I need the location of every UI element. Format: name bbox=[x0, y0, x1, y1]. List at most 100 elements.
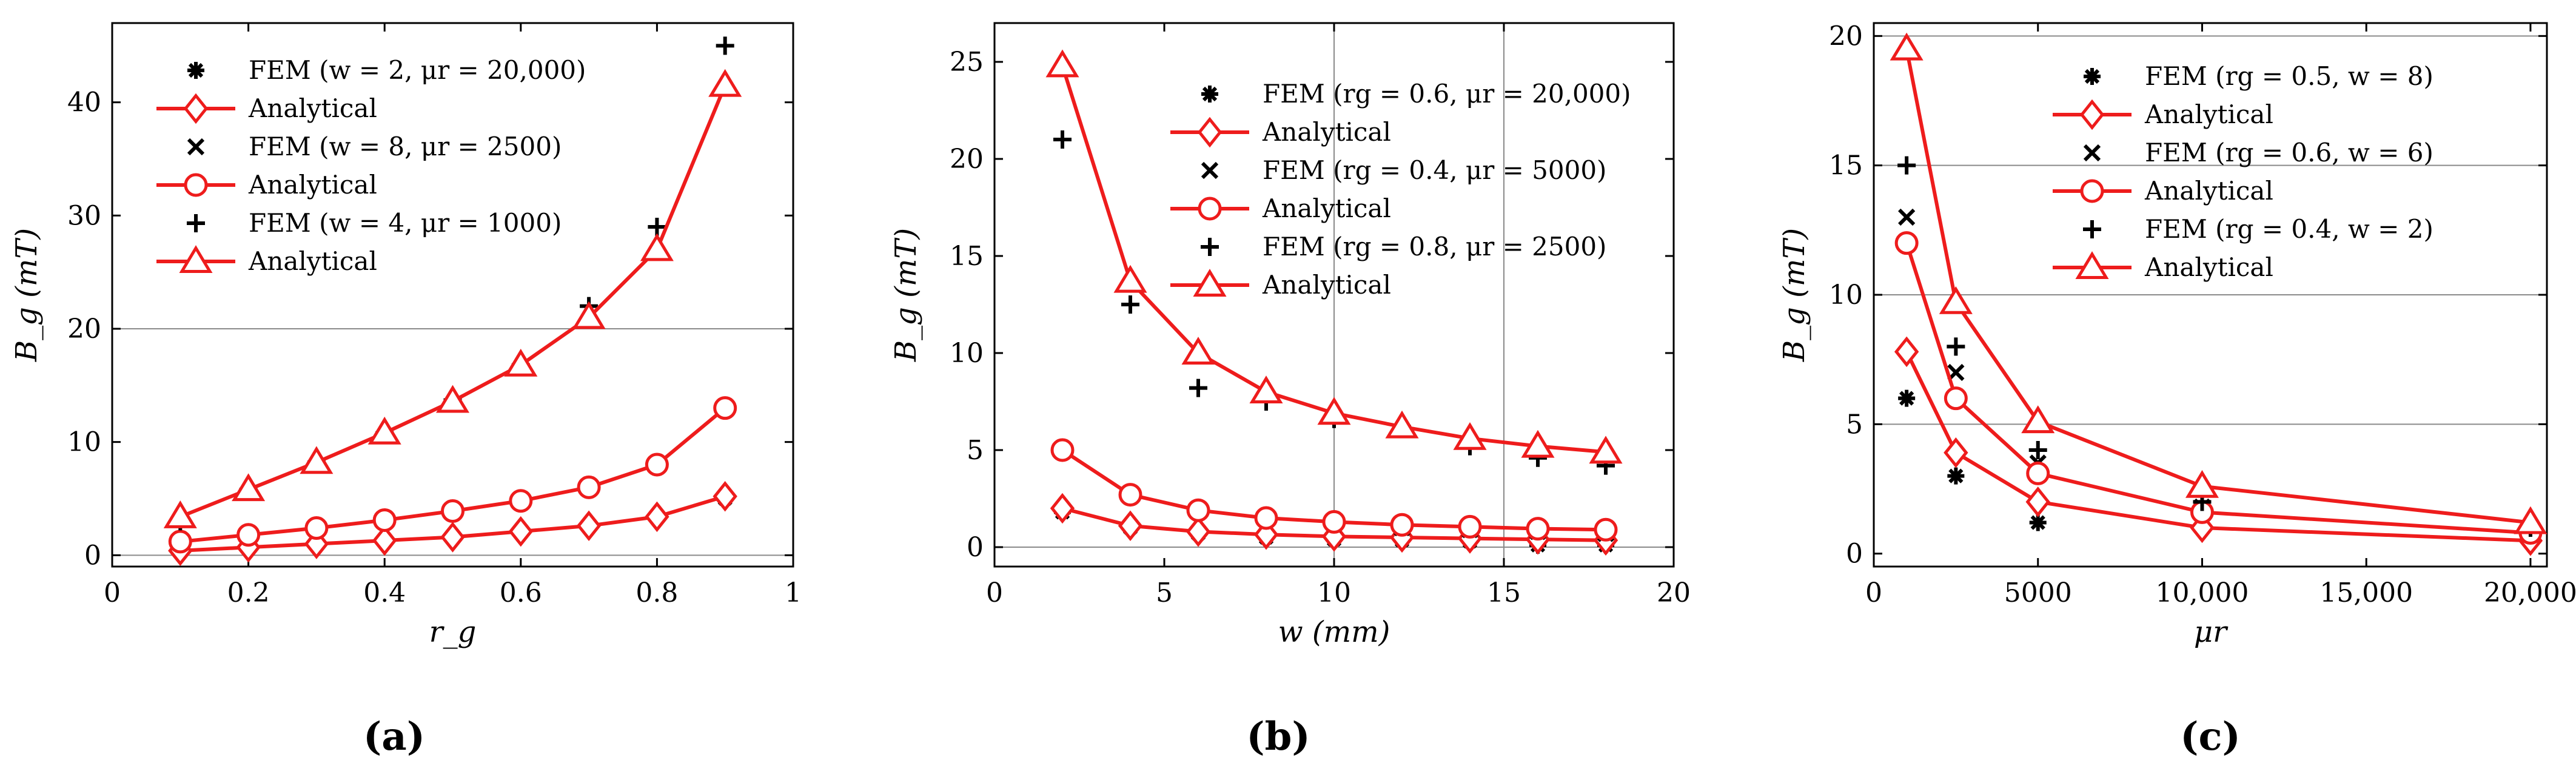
legend-entry: FEM (rg = 0.6, w = 6) bbox=[2145, 138, 2433, 167]
data-point bbox=[1322, 510, 1346, 534]
x-tick-label: 10 bbox=[1317, 577, 1351, 608]
panel-c: 0 5000 10,000 15,000 20,000 0 5 10 15 20 μr B_g (mT… bbox=[1777, 21, 2576, 759]
panel-label: (c) bbox=[2180, 714, 2241, 759]
axes-box bbox=[111, 22, 794, 568]
legend-entry: FEM (rg = 0.5, w = 8) bbox=[2145, 61, 2433, 91]
y-tick-label: 25 bbox=[950, 47, 984, 78]
legend-entry: Analytical bbox=[2144, 252, 2273, 282]
legend-marker bbox=[187, 62, 204, 79]
x-tick-label: 5 bbox=[1156, 577, 1173, 608]
data-point bbox=[1254, 506, 1278, 530]
legend-entry: Analytical bbox=[2144, 176, 2273, 206]
legend-marker bbox=[1193, 269, 1227, 297]
legend-marker bbox=[2080, 179, 2104, 203]
y-axis-label: B_g (mT) bbox=[10, 228, 44, 362]
data-point bbox=[2021, 405, 2055, 434]
data-point bbox=[1385, 410, 1419, 439]
legend-entry: FEM (w = 8, μr = 2500) bbox=[249, 132, 562, 161]
y-tick-label: 10 bbox=[1829, 280, 1863, 311]
y-tick-label: 20 bbox=[67, 314, 101, 345]
data-point bbox=[504, 348, 538, 377]
data-point bbox=[648, 218, 666, 236]
data-point bbox=[163, 500, 197, 528]
legend: FEM (rg = 0.6, μr = 20,000) Analytical FEM… bbox=[1170, 79, 1631, 300]
x-tick-label: 0.6 bbox=[500, 577, 542, 608]
data-point bbox=[713, 396, 737, 420]
data-point bbox=[1944, 437, 1968, 468]
y-tick-label: 5 bbox=[1846, 409, 1863, 440]
y-axis-label: B_g (mT) bbox=[889, 228, 923, 362]
data-point bbox=[1526, 517, 1550, 541]
data-point bbox=[1118, 483, 1142, 507]
series-5 bbox=[1890, 32, 2547, 534]
data-point bbox=[372, 508, 397, 532]
data-point bbox=[1589, 436, 1623, 464]
legend-entry: Analytical bbox=[248, 246, 377, 276]
data-point bbox=[1186, 498, 1210, 522]
data-point bbox=[300, 446, 334, 474]
y-axis-label: B_g (mT) bbox=[1777, 228, 1811, 362]
data-point bbox=[1189, 379, 1207, 397]
data-point bbox=[1458, 514, 1482, 539]
panel-label: (a) bbox=[363, 714, 425, 759]
legend-marker bbox=[2083, 144, 2101, 162]
data-point bbox=[1947, 467, 1965, 485]
data-point bbox=[1045, 49, 1079, 78]
data-point bbox=[1939, 286, 1973, 314]
legend-entry: Analytical bbox=[1262, 117, 1391, 147]
legend-marker bbox=[2083, 220, 2101, 238]
data-point bbox=[1249, 375, 1283, 403]
data-point bbox=[645, 501, 669, 533]
x-tick-label: 0.4 bbox=[363, 577, 406, 608]
x-tick-label: 15 bbox=[1487, 577, 1521, 608]
data-point bbox=[1053, 130, 1072, 149]
legend-entry: FEM (rg = 0.6, μr = 20,000) bbox=[1263, 79, 1631, 109]
data-point bbox=[304, 516, 329, 540]
legend-marker bbox=[1201, 238, 1219, 256]
data-point bbox=[1894, 336, 1919, 368]
data-point bbox=[708, 69, 742, 97]
x-tick-label: 0.8 bbox=[636, 577, 678, 608]
y-tick-label: 5 bbox=[967, 435, 984, 466]
legend-marker bbox=[2075, 251, 2109, 279]
legend-marker bbox=[1201, 86, 1218, 103]
data-point bbox=[440, 522, 465, 553]
data-point bbox=[508, 516, 534, 547]
data-point bbox=[168, 530, 192, 554]
data-point bbox=[2028, 441, 2047, 459]
y-tick-label: 15 bbox=[950, 241, 984, 272]
series-5 bbox=[1045, 49, 1623, 464]
data-point bbox=[1594, 517, 1618, 542]
x-tick-label: 0 bbox=[104, 577, 121, 608]
legend-marker bbox=[1198, 197, 1222, 221]
data-point bbox=[716, 36, 734, 55]
legend-marker bbox=[187, 138, 205, 156]
legend-marker bbox=[2084, 68, 2101, 85]
data-point bbox=[1181, 337, 1215, 365]
data-point bbox=[1894, 231, 1919, 255]
legend-entry: FEM (rg = 0.4, w = 2) bbox=[2145, 214, 2433, 244]
data-point bbox=[713, 481, 737, 512]
y-tick-label: 0 bbox=[84, 540, 101, 571]
data-point bbox=[1118, 510, 1143, 542]
data-point bbox=[1050, 438, 1075, 462]
series-1 bbox=[1894, 336, 2543, 556]
legend-entry: FEM (w = 4, μr = 1000) bbox=[249, 208, 562, 238]
legend-marker bbox=[183, 93, 209, 124]
data-point bbox=[1898, 389, 1916, 407]
x-tick-label: 10,000 bbox=[2155, 577, 2249, 608]
data-point bbox=[1453, 422, 1487, 450]
x-tick-label: 1 bbox=[785, 577, 802, 608]
data-point bbox=[1890, 32, 1924, 61]
x-axis-label: r_g bbox=[429, 615, 477, 649]
legend-entry: Analytical bbox=[1262, 270, 1391, 300]
legend-entry: Analytical bbox=[2144, 99, 2273, 129]
data-point bbox=[645, 453, 669, 477]
series-5 bbox=[163, 69, 742, 528]
data-point bbox=[1186, 516, 1211, 547]
legend-marker bbox=[187, 214, 205, 232]
data-point bbox=[372, 525, 397, 556]
x-axis-label: w (mm) bbox=[1278, 615, 1390, 649]
